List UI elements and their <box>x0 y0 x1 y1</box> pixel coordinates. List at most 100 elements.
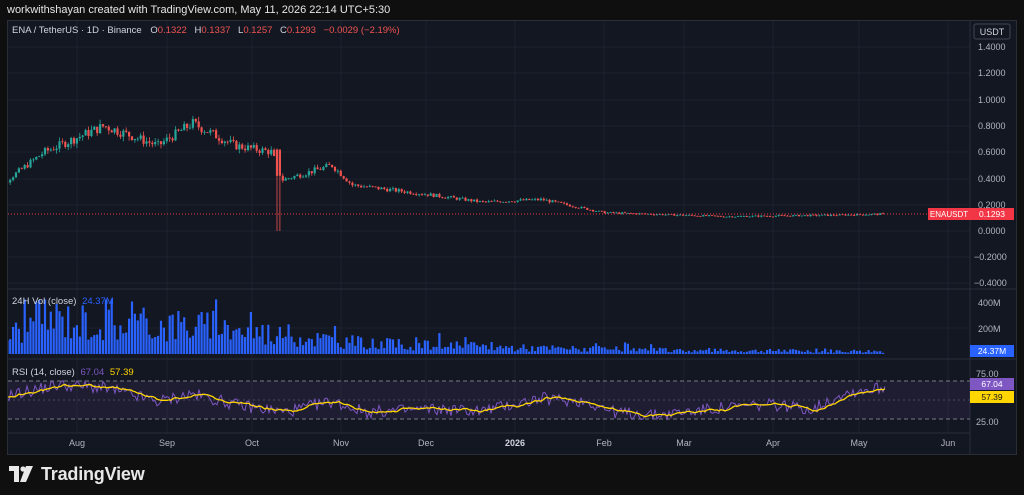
volume-bar <box>403 348 406 354</box>
candle-body <box>505 201 508 203</box>
candle-body <box>46 148 49 151</box>
volume-bar <box>255 327 258 354</box>
volume-bar <box>568 349 571 354</box>
candle-body <box>104 126 107 128</box>
candle-body <box>589 209 592 211</box>
candle-body <box>800 215 803 217</box>
volume-bar <box>342 348 345 354</box>
price-axis[interactable]: 1.4000 1.2000 1.0000 0.8000 0.6000 0.400… <box>974 42 1007 288</box>
volume-bar <box>383 347 386 354</box>
volume-bar <box>670 352 673 354</box>
volume-bar <box>873 350 876 354</box>
volume-bar <box>855 351 859 354</box>
candle-body <box>93 126 96 130</box>
candle-body <box>815 214 818 216</box>
volume-bar <box>154 337 157 354</box>
volume-bar <box>142 307 145 354</box>
volume-bar <box>696 351 699 354</box>
candle-body <box>615 212 618 214</box>
volume-bar <box>505 346 508 354</box>
volume-bar <box>742 352 745 354</box>
candle-body <box>284 178 287 181</box>
volume-bar <box>426 340 429 354</box>
candle-body <box>766 216 769 217</box>
volume-bar <box>734 350 737 354</box>
volume-bar <box>360 337 363 354</box>
candle-body <box>212 130 215 132</box>
volume-bar <box>148 334 151 354</box>
volume-bar <box>522 344 525 354</box>
candle-body <box>238 144 241 150</box>
volume-bar <box>331 337 334 354</box>
grid-horizontal <box>8 46 970 329</box>
volume-bar <box>449 342 453 354</box>
volume-bar <box>128 318 131 354</box>
volume-bar <box>441 348 444 354</box>
volume-bar <box>612 349 615 354</box>
volume-bar <box>316 333 319 354</box>
currency-button[interactable]: USDT <box>973 23 1011 40</box>
candle-body <box>478 200 482 202</box>
volume-bar <box>267 324 270 354</box>
volume-bar <box>496 347 499 354</box>
volume-bar <box>351 335 354 354</box>
volume-bar <box>815 348 818 354</box>
volume-bar <box>870 352 873 354</box>
time-tick: May <box>850 438 868 448</box>
volume-bar <box>357 336 360 354</box>
volume-bar <box>229 339 232 354</box>
candle-body <box>215 130 218 139</box>
candle-body <box>29 159 32 168</box>
volume-bar <box>745 351 748 354</box>
volume-bar <box>380 341 383 354</box>
candle-body <box>882 213 885 215</box>
volume-bar <box>603 347 606 354</box>
volume-bar <box>232 330 235 354</box>
candle-body <box>255 145 258 151</box>
chart-svg[interactable]: ENA / TetherUS · 1D · Binance O0.1322 H0… <box>0 21 1016 454</box>
candle-body <box>328 164 331 165</box>
candle-body <box>220 140 223 144</box>
volume-bar <box>261 325 264 354</box>
time-axis[interactable]: Aug Sep Oct Nov Dec 2026 Feb Mar Apr May… <box>69 438 955 448</box>
volume-bar <box>209 338 212 354</box>
candle-body <box>737 216 740 217</box>
volume-bar <box>133 313 136 354</box>
candle-body <box>850 214 853 216</box>
candle-body <box>502 201 505 203</box>
candle-body <box>525 198 528 201</box>
volume-bar <box>64 337 67 354</box>
candle-body <box>348 181 351 183</box>
volume-bar <box>180 322 183 354</box>
candle-body <box>853 214 856 216</box>
volume-bar <box>786 351 789 354</box>
tradingview-logo: TradingView <box>9 463 145 485</box>
candle-body <box>812 214 815 216</box>
volume-bar <box>563 348 566 354</box>
time-tick: Feb <box>596 438 612 448</box>
rsi-line <box>0 379 886 421</box>
candle-body <box>142 135 145 144</box>
candle-body <box>232 139 235 141</box>
volume-bar <box>348 342 351 354</box>
volume-bar <box>252 338 255 354</box>
candle-body <box>101 124 105 127</box>
volume-bar <box>157 335 160 354</box>
volume-bar <box>847 352 850 354</box>
volume-bar <box>531 346 534 354</box>
candle-body <box>447 197 450 199</box>
candle-body <box>128 131 131 137</box>
candle-body <box>563 202 566 204</box>
volume-bar <box>760 350 763 354</box>
time-tick-year: 2026 <box>505 438 525 448</box>
candle-body <box>780 215 783 216</box>
volume-bar <box>464 337 467 354</box>
volume-bar <box>797 350 801 354</box>
chart-window[interactable]: ENA / TetherUS · 1D · Binance O0.1322 H0… <box>0 20 1017 455</box>
candle-body <box>206 132 209 133</box>
volume-bar <box>803 351 806 354</box>
volume-bar <box>641 349 644 354</box>
volume-bar <box>655 350 658 354</box>
candle-body <box>705 215 708 216</box>
volume-bar <box>766 350 769 354</box>
